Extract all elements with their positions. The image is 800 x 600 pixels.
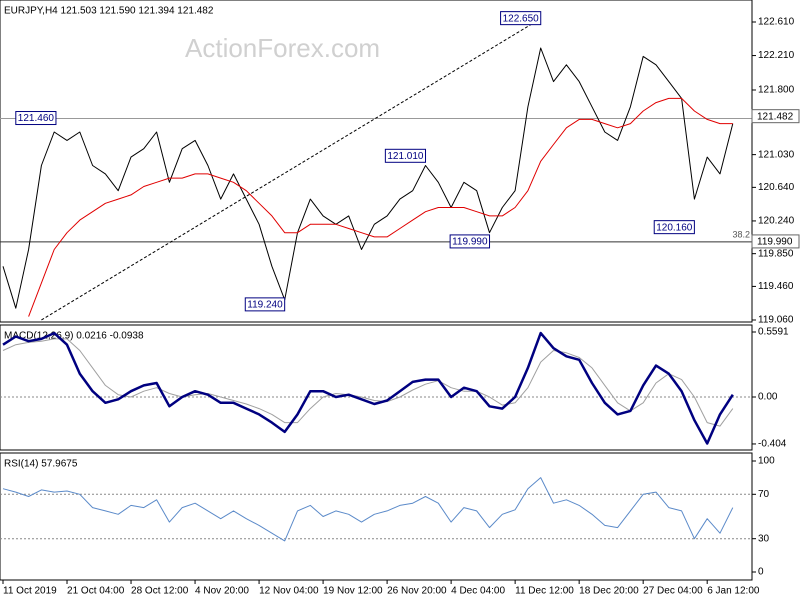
watermark: ActionForex.com	[185, 33, 380, 63]
x-tick-label: 27 Dec 04:00	[643, 586, 703, 597]
annotation-label: 121.010	[387, 151, 424, 162]
y-tick-label: 0.00	[758, 392, 778, 403]
y-tick-label: 121.030	[758, 149, 795, 160]
x-tick-label: 19 Nov 12:00	[323, 586, 383, 597]
y-tick-label: 30	[758, 533, 770, 544]
annotation-label: 121.460	[18, 113, 55, 124]
y-tick-label: 100	[758, 456, 775, 467]
level-label: 38.2	[732, 229, 750, 239]
x-tick-label: 11 Dec 12:00	[515, 586, 574, 597]
x-tick-label: 11 Oct 2019	[3, 586, 57, 597]
x-tick-label: 6 Jan 12:00	[707, 586, 760, 597]
x-tick-label: 18 Dec 20:00	[579, 586, 639, 597]
panel-frame	[0, 452, 753, 581]
y-tick-label: 0.5591	[758, 327, 789, 338]
series-line	[2, 477, 734, 542]
x-tick-label: 4 Dec 04:00	[451, 586, 505, 597]
annotation-label: 119.240	[247, 300, 283, 311]
x-tick-label: 12 Nov 04:00	[259, 586, 319, 597]
annotation-box	[15, 111, 57, 126]
trendline	[41, 18, 542, 321]
y-tick-label: 119.060	[758, 315, 794, 326]
annotation-label: 120.160	[656, 222, 693, 233]
y-tick-label: 121.800	[758, 85, 795, 96]
annotation: 119.240	[244, 297, 286, 312]
price-tag	[751, 234, 800, 249]
x-tick-label: 21 Oct 04:00	[67, 586, 125, 597]
y-tick-label: -0.404	[758, 439, 787, 450]
annotation-box	[449, 234, 491, 249]
panel-title: RSI(14) 57.9675	[4, 459, 78, 470]
price-tag	[751, 109, 800, 124]
y-tick-label: 119.850	[758, 248, 794, 259]
annotation: 122.650	[500, 11, 542, 26]
annotation-box	[384, 148, 427, 163]
annotation: 121.010	[384, 148, 427, 163]
annotation: 120.160	[653, 220, 695, 235]
y-tick-label: 119.460	[758, 281, 794, 292]
series-line	[2, 331, 734, 445]
x-tick-label: 26 Nov 20:00	[387, 586, 447, 597]
series-line	[28, 97, 733, 317]
annotation: 119.990	[449, 234, 491, 249]
y-tick-label: 120.240	[758, 216, 795, 227]
panel-frame	[0, 324, 753, 451]
annotation: 121.460	[15, 111, 57, 126]
series-line	[2, 47, 734, 309]
price-tag-label: 121.482	[757, 111, 794, 122]
panel-title: MACD(12,26,9) 0.0216 -0.0938	[4, 331, 144, 342]
price-tag-label: 119.990	[757, 237, 793, 248]
annotation-label: 119.990	[452, 237, 488, 248]
annotation-box	[500, 11, 542, 26]
x-tick-label: 28 Oct 12:00	[131, 586, 189, 597]
annotation-box	[653, 220, 695, 235]
annotation-label: 122.650	[503, 13, 540, 24]
y-tick-label: 70	[758, 489, 770, 500]
y-tick-label: 0	[758, 567, 764, 578]
panel-frame	[0, 0, 753, 323]
x-tick-label: 4 Nov 20:00	[195, 586, 249, 597]
y-tick-label: 122.610	[758, 17, 795, 28]
annotation-box	[244, 297, 286, 312]
y-tick-label: 120.640	[758, 182, 795, 193]
panel-title: EURJPY,H4 121.503 121.590 121.394 121.48…	[4, 6, 214, 17]
y-tick-label: 122.210	[758, 50, 795, 61]
